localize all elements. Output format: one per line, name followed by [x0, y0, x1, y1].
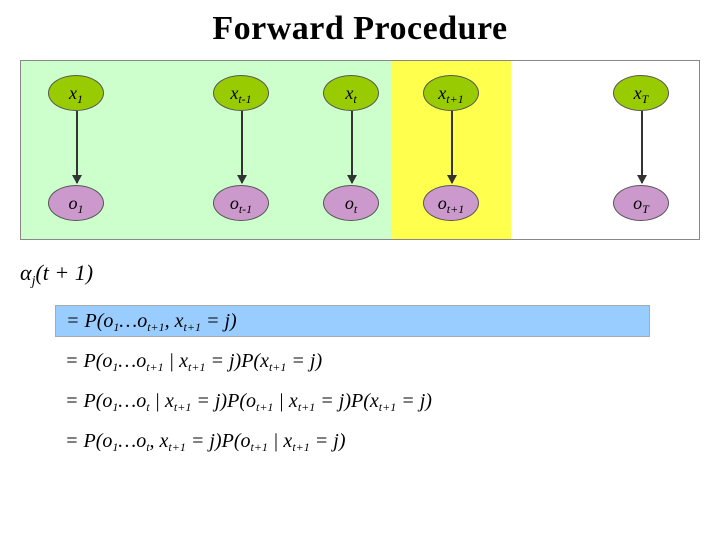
emission-arrow: [641, 111, 643, 183]
emission-arrow: [451, 111, 453, 183]
eq-text: = P(o1…ot | xt+1 = j)P(ot+1 | xt+1 = j)P…: [65, 390, 432, 413]
state-node-xt: xt: [323, 75, 379, 111]
equation-line-4: = P(o1…ot, xt+1 = j)P(ot+1 | xt+1 = j): [55, 425, 650, 457]
state-node-xT: xT: [613, 75, 669, 111]
eq-text: = P(o1…ot+1, xt+1 = j): [66, 310, 237, 333]
page-title: Forward Procedure: [0, 0, 720, 48]
obs-node-oT: oT: [613, 185, 669, 221]
obs-node-otm1: ot-1: [213, 185, 269, 221]
equation-line-1: = P(o1…ot+1, xt+1 = j): [55, 305, 650, 337]
node-label: o1: [69, 193, 84, 214]
node-label: xt+1: [438, 83, 463, 104]
state-node-x1: x1: [48, 75, 104, 111]
obs-node-o1: o1: [48, 185, 104, 221]
emission-arrow: [76, 111, 78, 183]
node-label: xT: [634, 83, 649, 104]
node-label: xt: [345, 83, 356, 104]
state-node-xtp1: xt+1: [423, 75, 479, 111]
state-node-xtm1: xt-1: [213, 75, 269, 111]
alpha-expression: αj(t + 1): [20, 260, 93, 286]
hmm-diagram: x1 o1 xt-1 ot-1 xt ot xt+1 ot+1 xT oT: [20, 60, 700, 240]
eq-text: = P(o1…ot, xt+1 = j)P(ot+1 | xt+1 = j): [65, 430, 345, 453]
node-label: ot+1: [438, 193, 464, 214]
obs-node-otp1: ot+1: [423, 185, 479, 221]
obs-node-ot: ot: [323, 185, 379, 221]
eq-text: = P(o1…ot+1 | xt+1 = j)P(xt+1 = j): [65, 350, 322, 373]
emission-arrow: [241, 111, 243, 183]
node-label: ot-1: [230, 193, 252, 214]
equation-line-2: = P(o1…ot+1 | xt+1 = j)P(xt+1 = j): [55, 345, 650, 377]
node-label: oT: [633, 193, 649, 214]
node-label: ot: [345, 193, 357, 214]
node-label: xt-1: [230, 83, 251, 104]
equation-line-3: = P(o1…ot | xt+1 = j)P(ot+1 | xt+1 = j)P…: [55, 385, 650, 417]
emission-arrow: [351, 111, 353, 183]
node-label: x1: [69, 83, 83, 104]
